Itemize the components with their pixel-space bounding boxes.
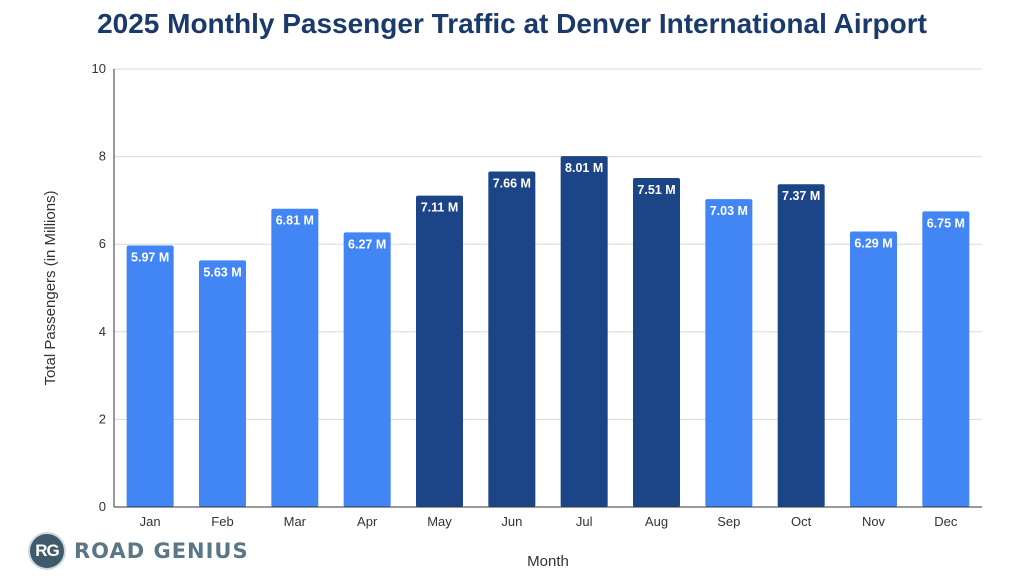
data-label: 7.37 M [782,189,820,203]
bar-jan [126,245,174,507]
x-tick-label: Sep [717,514,740,529]
x-tick-label: May [427,514,452,529]
bar-jun [488,171,536,507]
y-tick-label: 0 [99,499,106,514]
y-axis-title: Total Passengers (in Millions) [42,190,59,385]
bar-mar [271,208,319,508]
bar-dec [922,211,970,507]
x-tick-label: Jun [501,514,522,529]
x-tick-label: Feb [211,514,233,529]
y-tick-label: 6 [99,236,106,251]
bar-sep [705,199,753,507]
bars [126,156,970,508]
bar-aug [632,178,681,507]
x-axis-title: Month [527,553,569,570]
bar-oct [777,184,825,507]
data-label: 6.27 M [348,237,386,251]
bar-feb [198,260,247,507]
x-tick-label: Nov [862,514,886,529]
data-label: 7.03 M [710,204,748,218]
bar-jul [560,156,608,508]
bar-nov [849,231,898,508]
x-tick-label: Dec [934,514,958,529]
data-label: 6.29 M [854,236,892,250]
axes: 0 2 4 6 8 10 Jan Feb Mar Apr May Jun Jul Aug Sep Oct Nov… [42,61,982,570]
data-label: 7.51 M [637,183,675,197]
x-tick-label: Aug [645,514,668,529]
x-tick-label: Jul [576,514,593,529]
data-label: 6.75 M [927,216,965,230]
data-label: 6.81 M [276,214,314,228]
x-tick-label: Oct [791,514,812,529]
bar-apr [343,232,391,507]
data-label: 8.01 M [565,161,603,175]
data-label: 5.63 M [203,265,241,279]
data-label: 7.66 M [493,176,531,190]
road-genius-logo-icon: RG [28,532,66,570]
y-tick-label: 4 [99,324,106,339]
x-tick-label: Mar [284,514,307,529]
bar-may [415,195,464,507]
brand-watermark: RG ROAD GENIUS [28,532,249,570]
x-tick-label: Apr [357,514,378,529]
data-labels: 5.97 M 5.63 M 6.81 M 6.27 M 7.11 M 7.66 M 8.01… [131,161,965,279]
brand-name: ROAD GENIUS [74,539,249,563]
data-label: 7.11 M [421,201,459,215]
y-tick-label: 2 [99,411,106,426]
chart-title: 2025 Monthly Passenger Traffic at Denver… [97,8,927,39]
y-tick-label: 10 [92,61,106,76]
y-tick-label: 8 [99,149,106,164]
x-tick-label: Jan [140,514,161,529]
data-label: 5.97 M [131,251,169,265]
gridlines [114,68,982,420]
